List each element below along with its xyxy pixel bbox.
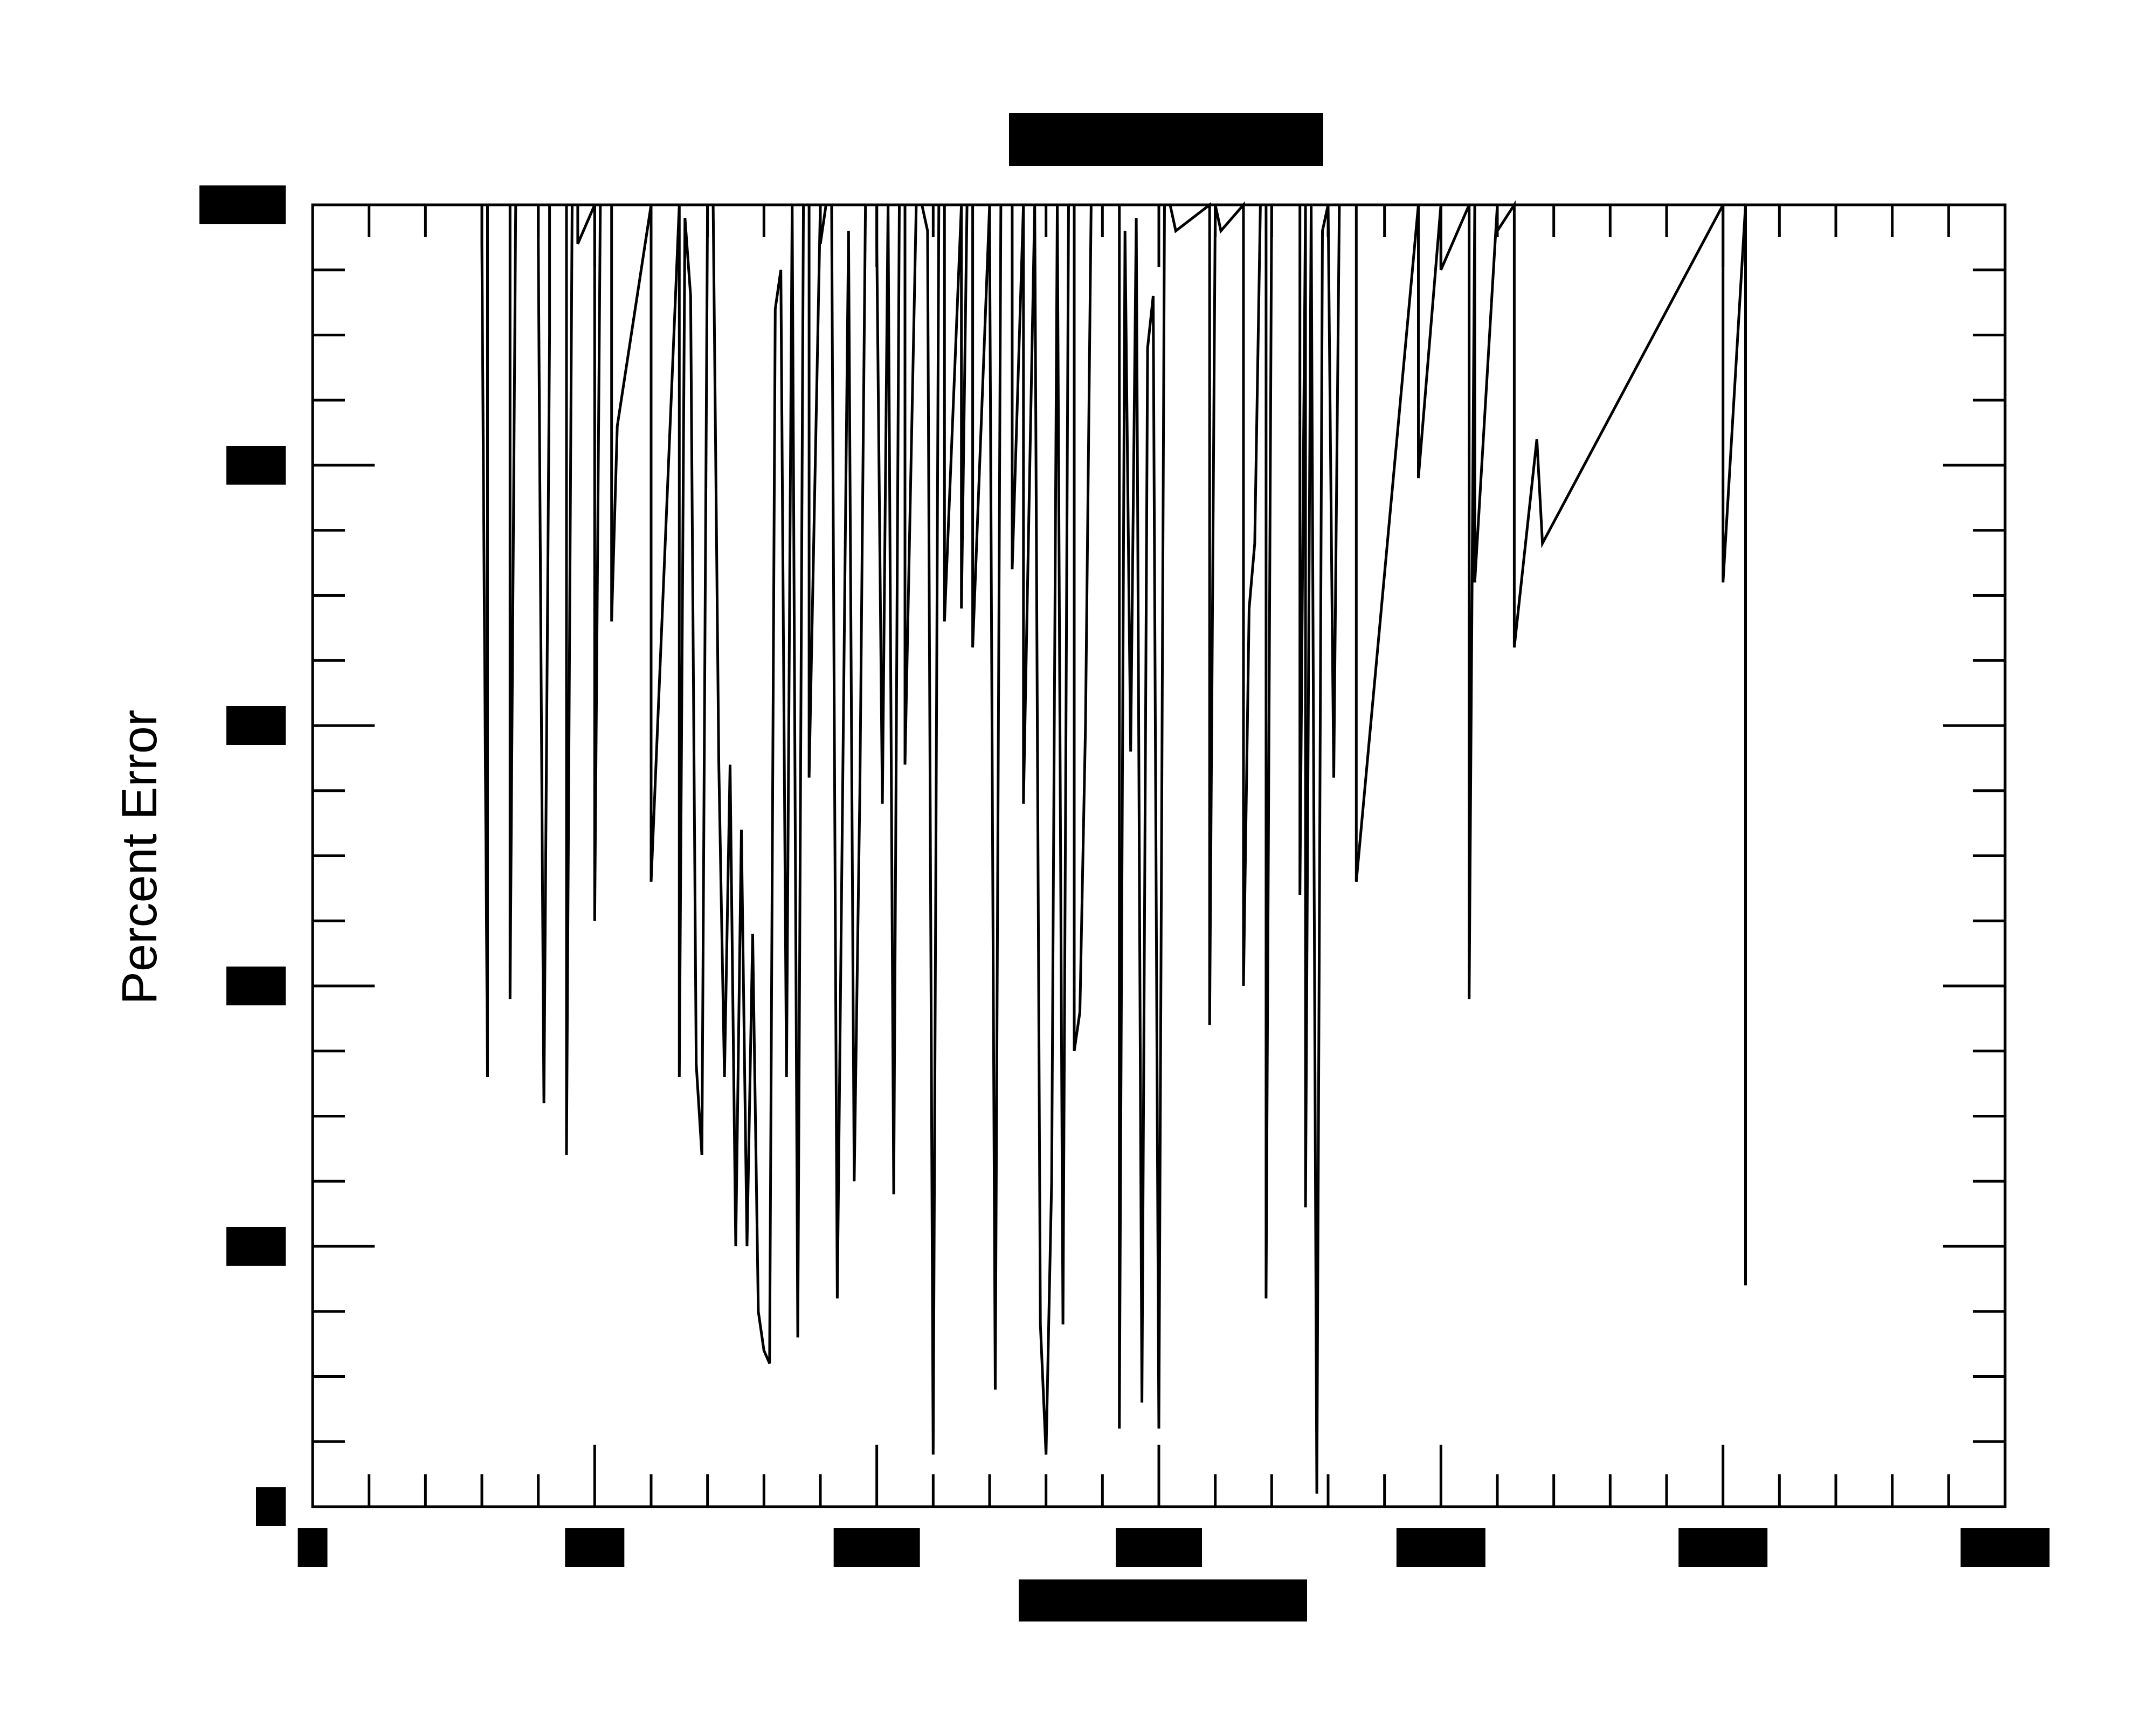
x-tick-label-redacted xyxy=(833,1528,920,1567)
y-tick-label-redacted xyxy=(226,1227,286,1266)
y-tick-label-redacted xyxy=(226,446,286,485)
series-line-1 xyxy=(480,200,1747,1494)
y-tick-label-redacted xyxy=(199,185,286,224)
x-tick-label-redacted xyxy=(298,1528,328,1567)
y-tick-label-redacted xyxy=(256,1487,286,1526)
x-tick-label-redacted xyxy=(1678,1528,1768,1567)
y-tick-label-redacted xyxy=(226,706,286,745)
chart-title-redacted xyxy=(1009,113,1323,166)
x-axis-label-redacted xyxy=(1019,1579,1307,1622)
y-tick-label-redacted xyxy=(226,967,286,1005)
x-tick-label-redacted xyxy=(1960,1528,2050,1567)
x-tick-label-redacted xyxy=(1116,1528,1202,1567)
x-tick-label-redacted xyxy=(565,1528,625,1567)
tick-labels xyxy=(199,185,2050,1567)
series-lines xyxy=(480,200,1747,1494)
x-tick-label-redacted xyxy=(1396,1528,1485,1567)
y-axis-label: Percent Error xyxy=(112,709,167,1004)
